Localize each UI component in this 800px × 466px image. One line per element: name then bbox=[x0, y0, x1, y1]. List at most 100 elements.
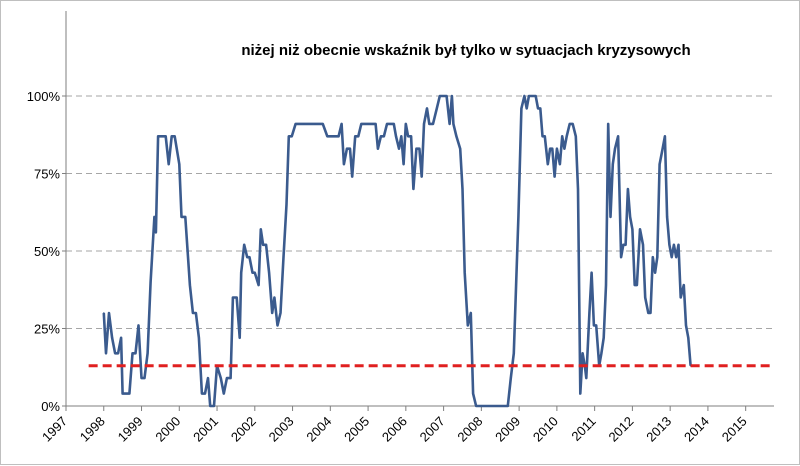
data-point bbox=[164, 135, 167, 138]
data-point bbox=[547, 163, 549, 165]
data-point bbox=[357, 135, 360, 138]
data-point bbox=[553, 175, 556, 178]
data-point bbox=[367, 123, 369, 125]
data-point bbox=[415, 147, 418, 150]
data-point bbox=[575, 135, 577, 138]
data-point bbox=[180, 216, 183, 218]
data-point bbox=[537, 107, 539, 110]
data-point bbox=[204, 392, 206, 395]
data-point bbox=[600, 352, 603, 355]
data-point bbox=[612, 163, 614, 165]
x-tick-label: 2009 bbox=[492, 414, 523, 445]
data-point bbox=[184, 216, 187, 218]
data-point bbox=[683, 284, 685, 286]
data-point bbox=[488, 405, 490, 407]
data-point bbox=[386, 123, 388, 125]
data-point bbox=[581, 352, 584, 355]
data-point bbox=[475, 405, 477, 407]
data-point bbox=[525, 107, 528, 110]
x-tick-label: 2010 bbox=[530, 414, 561, 445]
data-point bbox=[687, 337, 690, 339]
data-point bbox=[288, 135, 290, 138]
data-point bbox=[590, 271, 593, 274]
data-point bbox=[201, 392, 203, 395]
data-point bbox=[609, 216, 612, 218]
data-point bbox=[246, 256, 248, 258]
data-point bbox=[303, 123, 305, 125]
data-point bbox=[627, 188, 629, 190]
data-point bbox=[213, 405, 215, 407]
data-point bbox=[423, 123, 425, 125]
y-tick-label: 75% bbox=[34, 167, 60, 182]
data-point bbox=[639, 228, 641, 231]
data-point bbox=[372, 123, 375, 125]
data-point bbox=[563, 147, 566, 150]
data-point bbox=[389, 123, 391, 125]
data-point bbox=[644, 296, 646, 299]
data-point bbox=[428, 123, 431, 125]
data-point bbox=[173, 135, 176, 138]
data-point bbox=[149, 281, 152, 283]
data-point bbox=[631, 228, 634, 231]
data-point bbox=[285, 203, 288, 206]
data-point bbox=[108, 312, 110, 314]
x-tick-label: 2007 bbox=[417, 414, 448, 445]
data-point bbox=[254, 271, 256, 274]
data-point bbox=[248, 256, 251, 258]
data-point bbox=[294, 123, 297, 125]
data-point bbox=[588, 312, 591, 314]
data-point bbox=[410, 135, 412, 138]
data-point bbox=[622, 244, 625, 246]
data-point bbox=[642, 244, 644, 246]
data-point bbox=[577, 188, 579, 190]
data-point bbox=[279, 312, 282, 314]
data-point bbox=[432, 123, 434, 125]
data-point bbox=[131, 352, 134, 355]
data-point bbox=[595, 324, 597, 327]
data-point bbox=[636, 284, 638, 286]
data-point bbox=[531, 95, 534, 97]
data-point bbox=[607, 123, 609, 125]
data-point bbox=[633, 284, 636, 286]
data-point bbox=[666, 216, 668, 218]
data-point bbox=[520, 107, 523, 110]
data-point bbox=[229, 377, 232, 379]
data-point bbox=[467, 324, 469, 327]
data-point bbox=[364, 123, 366, 125]
data-point bbox=[629, 216, 631, 218]
data-point bbox=[455, 135, 458, 138]
y-tick-label: 50% bbox=[34, 244, 60, 259]
data-point bbox=[448, 123, 451, 125]
data-point bbox=[223, 392, 225, 395]
data-point bbox=[685, 324, 687, 327]
data-point bbox=[679, 296, 682, 299]
data-point bbox=[534, 95, 537, 97]
data-point bbox=[380, 135, 382, 138]
data-point bbox=[111, 337, 113, 339]
data-point bbox=[617, 135, 619, 138]
data-point bbox=[153, 216, 156, 218]
data-point bbox=[656, 256, 659, 258]
data-point bbox=[238, 337, 241, 339]
data-point bbox=[658, 163, 661, 165]
x-tick-label: 2001 bbox=[190, 414, 221, 445]
data-point bbox=[472, 392, 474, 395]
data-point bbox=[170, 135, 173, 138]
data-point bbox=[226, 377, 228, 379]
data-point bbox=[398, 147, 400, 150]
data-point bbox=[426, 107, 428, 110]
data-point bbox=[243, 244, 245, 246]
data-point bbox=[326, 135, 329, 138]
data-point bbox=[451, 95, 453, 97]
data-point bbox=[513, 352, 515, 355]
x-tick-label: 2008 bbox=[454, 414, 485, 445]
data-point bbox=[232, 296, 234, 299]
axes: 0%25%50%75%100%1997 1998 1999 2000 2001 2002 2… bbox=[27, 11, 774, 445]
data-point bbox=[452, 123, 455, 125]
data-point bbox=[146, 352, 149, 355]
data-point bbox=[561, 135, 563, 138]
data-point bbox=[128, 392, 131, 395]
data-point bbox=[515, 284, 517, 286]
